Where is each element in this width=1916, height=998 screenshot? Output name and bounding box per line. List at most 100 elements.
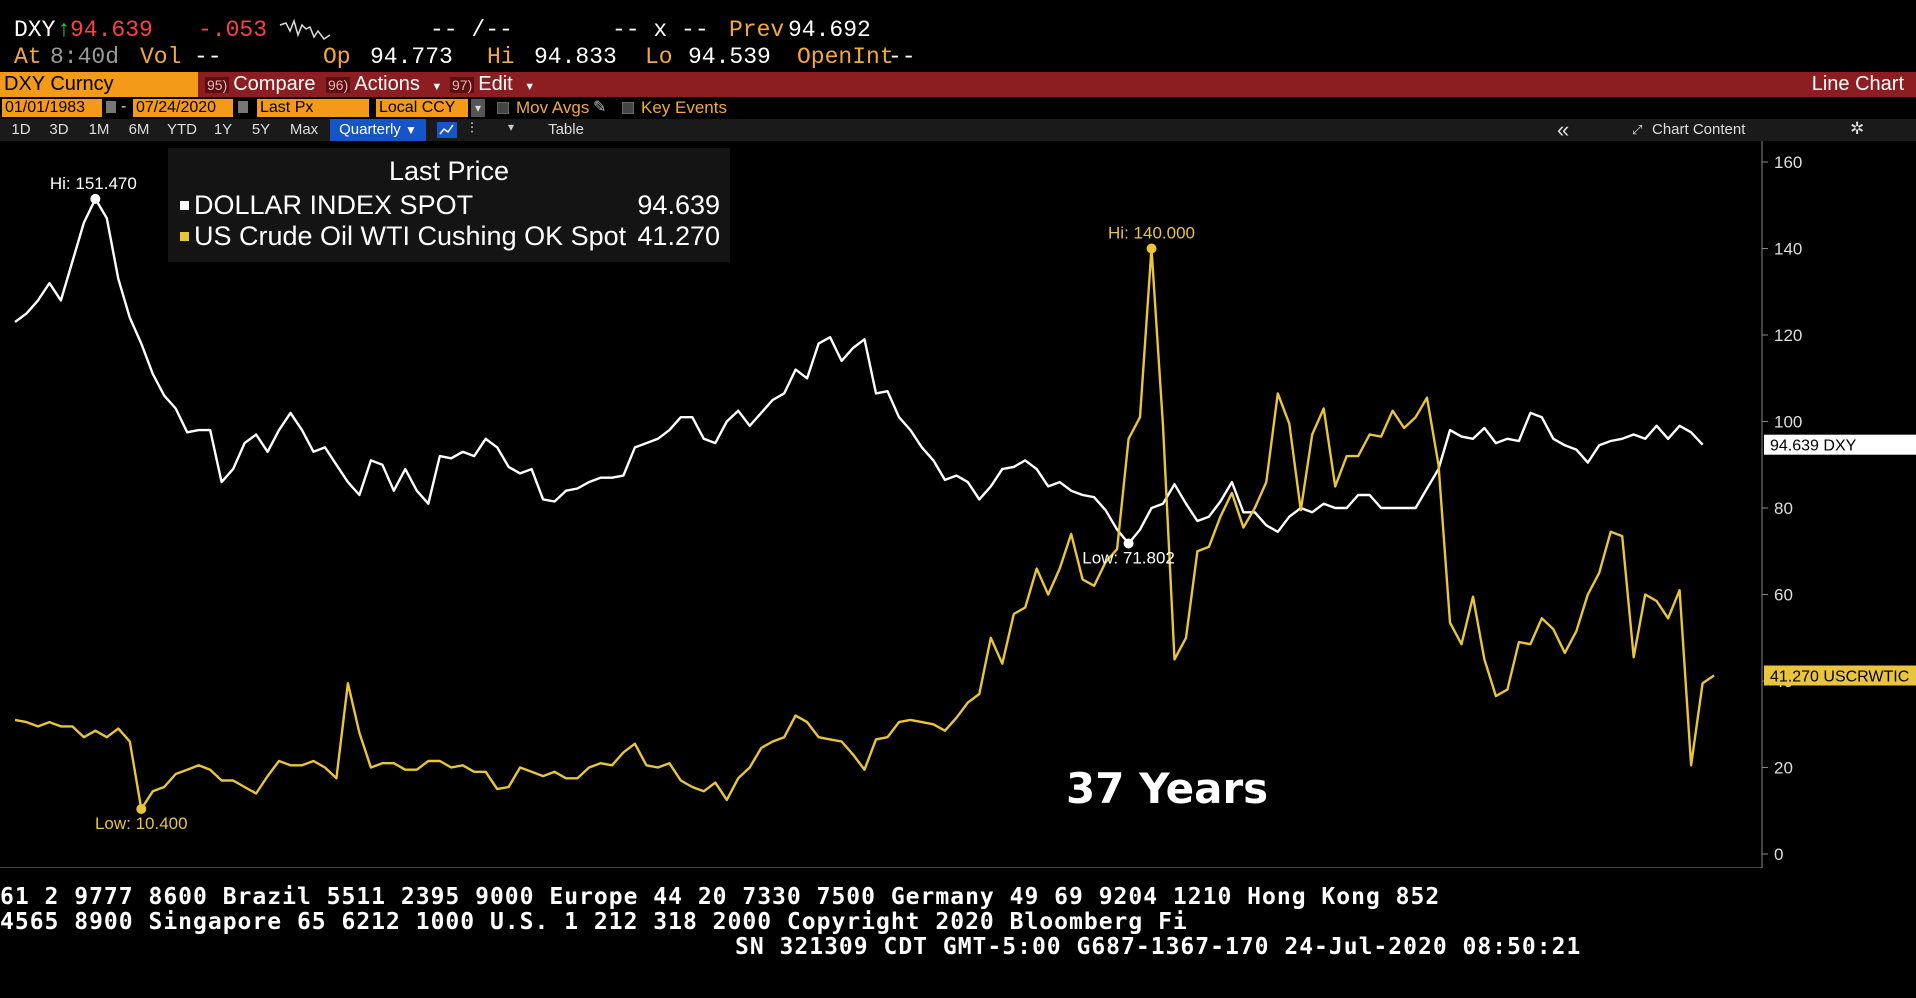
chevron-down-icon: ▼	[431, 81, 443, 93]
y-tick-label: 0	[1774, 845, 1783, 864]
chart-content-icon[interactable]: ⤢	[1632, 122, 1643, 137]
legend-title: Last Price	[388, 156, 510, 186]
chevron-down-icon[interactable]: ▾	[508, 120, 515, 134]
quote-header: DXY ↑ 94.639 -.053 -- /-- -- x -- Prev 9…	[0, 0, 1916, 72]
period-row: 1D 3D 1M 6M YTD 1Y 5Y Max Quarterly ▼ ⫶ …	[0, 117, 1916, 142]
title-bar: DXY Curncy 95) Compare 96) Actions ▼ 97) Ed…	[0, 72, 1916, 97]
key-events-label[interactable]: Key Events	[641, 98, 727, 117]
gear-icon[interactable]: ✲	[1850, 119, 1865, 138]
vol-label: Vol	[140, 44, 182, 70]
vol-value: --	[194, 44, 222, 70]
bid-ask: -- /--	[430, 17, 513, 43]
footer-line-1: 61 2 9777 8600 Brazil 5511 2395 9000 Eur…	[0, 884, 1441, 910]
actions-label: Actions	[354, 73, 420, 95]
high-value: 94.833	[534, 44, 617, 70]
table-button[interactable]: Table	[548, 121, 584, 138]
oil-low-marker	[136, 804, 147, 815]
up-arrow-icon: ↑	[57, 17, 71, 43]
last-price: 94.639	[70, 17, 153, 43]
security-field[interactable]: DXY Curncy	[0, 72, 198, 97]
mov-avgs-label[interactable]: Mov Avgs	[516, 98, 590, 117]
footer-line-3: SN 321309 CDT GMT-5:00 G687-1367-170 24-…	[735, 934, 1582, 960]
mov-avgs-checkbox[interactable]	[497, 102, 509, 114]
sparkline-icon	[279, 18, 331, 41]
legend-swatch	[180, 232, 189, 241]
oil-last-value-tag-bg	[1764, 665, 1916, 686]
oil-high-marker	[1146, 243, 1157, 254]
low-label: Lo	[645, 44, 673, 70]
chevron-down-icon: ▼	[524, 81, 536, 93]
legend-name: US Crude Oil WTI Cushing OK Spot	[194, 221, 627, 251]
date-separator: -	[121, 98, 127, 115]
period-ytd-button[interactable]: YTD	[167, 121, 197, 138]
chevron-down-icon: ▼	[404, 123, 417, 137]
dxy-last-value-tag-text: 94.639 DXY	[1770, 438, 1857, 455]
period-1m-button[interactable]: 1M	[88, 121, 110, 138]
dxy-high-marker	[90, 193, 101, 204]
period-5y-button[interactable]: 5Y	[251, 121, 271, 138]
key-events-checkbox[interactable]	[622, 102, 634, 114]
frequency-label: Quarterly	[339, 121, 401, 138]
years-annotation: 37 Years	[1066, 764, 1269, 813]
compare-button[interactable]: 95) Compare	[205, 72, 316, 97]
dxy-high-label: Hi: 151.470	[50, 174, 137, 193]
dxy-last-value-tag: 94.639 DXY	[1764, 434, 1916, 455]
line-chart-icon[interactable]	[437, 122, 457, 138]
period-6m-button[interactable]: 6M	[128, 121, 150, 138]
y-tick-label: 140	[1774, 240, 1802, 259]
oil-series-line[interactable]	[14, 247, 1715, 811]
legend-value: 41.270	[637, 221, 720, 251]
prev-value: 94.692	[788, 17, 871, 43]
period-1d-button[interactable]: 1D	[11, 121, 31, 138]
compare-label: Compare	[233, 73, 316, 95]
period-3d-button[interactable]: 3D	[49, 121, 69, 138]
compare-number: 95)	[205, 77, 230, 93]
actions-number: 96)	[326, 77, 351, 93]
currency-select[interactable]: Local CCY	[376, 99, 468, 117]
edit-menu[interactable]: 97) Edit ▼	[450, 72, 535, 97]
dxy-low-label: Low: 71.802	[1082, 548, 1175, 567]
legend-entry-oil[interactable]: US Crude Oil WTI Cushing OK Spot 41.270	[180, 221, 720, 251]
edit-label: Edit	[478, 73, 513, 95]
collapse-icon[interactable]: «	[1557, 117, 1570, 142]
chart-content-button[interactable]: Chart Content	[1652, 121, 1746, 138]
y-tick-label: 160	[1774, 153, 1802, 172]
legend-name: DOLLAR INDEX SPOT	[194, 190, 474, 220]
legend-value: 94.639	[637, 190, 720, 220]
oil-high-label: Hi: 140.000	[1108, 224, 1195, 243]
dxy-low-marker	[1123, 538, 1134, 549]
at-label: At	[14, 44, 42, 70]
settings-row: 01/01/1983 - 07/24/2020 Last Px Local CC…	[0, 97, 1916, 119]
legend-entry-dxy[interactable]: DOLLAR INDEX SPOT 94.639	[180, 190, 720, 220]
openint-label: OpenInt	[797, 44, 894, 70]
y-tick-label: 80	[1774, 499, 1793, 518]
chart-type-label: Line Chart	[1811, 73, 1904, 95]
net-change: -.053	[198, 17, 268, 43]
period-1y-button[interactable]: 1Y	[213, 121, 233, 138]
pencil-icon[interactable]: ✎	[593, 99, 607, 116]
chart-legend: Last Price DOLLAR INDEX SPOT 94.639 US C…	[168, 148, 730, 262]
calendar-icon[interactable]	[106, 101, 116, 113]
oil-low-label: Low: 10.400	[95, 814, 188, 833]
chevron-down-icon[interactable]: ▾	[471, 99, 485, 117]
y-tick-label: 20	[1774, 759, 1793, 778]
edit-number: 97)	[450, 77, 475, 93]
low-value: 94.539	[688, 44, 771, 70]
dxy-last-value-tag-bg	[1764, 434, 1916, 455]
price-field-select[interactable]: Last Px	[257, 99, 369, 117]
bid-ask-size: -- x --	[612, 17, 709, 43]
end-date-field[interactable]: 07/24/2020	[133, 99, 233, 117]
candlestick-icon[interactable]: ⫶	[470, 120, 474, 137]
start-date-field[interactable]: 01/01/1983	[2, 99, 102, 117]
dxy-series-line[interactable]	[14, 197, 1704, 545]
frequency-select[interactable]: Quarterly ▼	[330, 119, 426, 141]
at-time: 8:40d	[50, 44, 120, 70]
ticker: DXY	[14, 17, 56, 43]
calendar-icon[interactable]	[238, 101, 248, 113]
oil-last-value-tag: 41.270 USCRWTIC	[1764, 665, 1916, 686]
actions-menu[interactable]: 96) Actions ▼	[326, 72, 442, 97]
period-max-button[interactable]: Max	[289, 121, 319, 138]
high-label: Hi	[487, 44, 515, 70]
y-tick-label: 100	[1774, 413, 1802, 432]
open-label: Op	[323, 44, 351, 70]
